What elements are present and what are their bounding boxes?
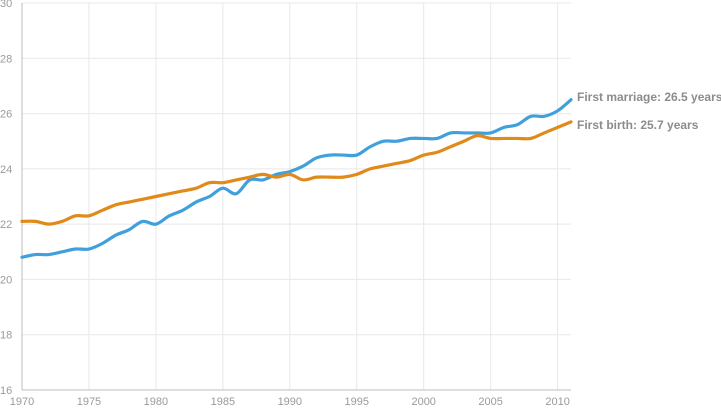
x-tick-label: 2010 (545, 396, 569, 408)
axes: 16 18 20 22 24 26 28 30 1970 1975 1980 1985 1990 1995… (0, 0, 571, 408)
x-tick-label: 1970 (10, 396, 34, 408)
y-tick-label: 28 (0, 53, 12, 65)
series-label-0: First marriage: 26.5 years (577, 90, 721, 104)
x-tick-label: 1990 (278, 396, 302, 408)
y-tick-label: 22 (0, 219, 12, 231)
y-tick-label: 20 (0, 274, 12, 286)
x-tick-label: 1975 (77, 396, 101, 408)
series-line-1 (20, 120, 573, 226)
y-tick-label: 26 (0, 109, 12, 121)
x-tick-label: 2005 (478, 396, 502, 408)
x-tick-label: 1980 (144, 396, 168, 408)
series-label-1: First birth: 25.7 years (577, 118, 699, 132)
y-tick-label: 18 (0, 330, 12, 342)
x-tick-label: 1985 (211, 396, 235, 408)
y-tick-label: 30 (0, 0, 12, 10)
series-line-0 (20, 98, 573, 259)
y-tick-label: 24 (0, 164, 12, 176)
x-tick-label: 2000 (411, 396, 435, 408)
grid (21, 2, 571, 391)
y-tick-label: 16 (0, 385, 12, 397)
series-labels: First marriage: 26.5 years First birth: 2… (577, 90, 721, 132)
x-tick-label: 1995 (345, 396, 369, 408)
series-lines (20, 98, 573, 259)
